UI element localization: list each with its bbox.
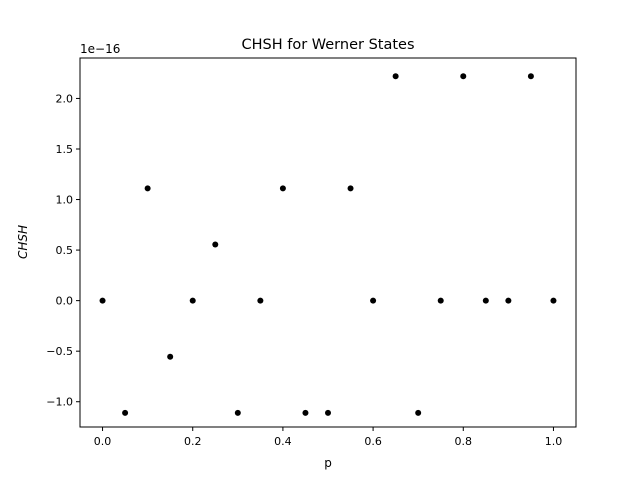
data-point [99, 297, 106, 304]
y-tick-label: 0.0 [56, 295, 74, 308]
data-point [325, 409, 331, 416]
data-point [527, 73, 534, 80]
data-point [392, 73, 399, 80]
data-point [482, 297, 489, 304]
x-tick-label: 0.0 [94, 435, 112, 448]
data-point [189, 297, 196, 304]
y-tick-label: −1.0 [46, 396, 73, 409]
y-tick-label: −0.5 [46, 345, 73, 358]
x-tick-label: 1.0 [545, 435, 563, 448]
data-point [234, 409, 241, 416]
data-point [212, 241, 219, 248]
y-offset-label: 1e−16 [80, 42, 120, 56]
x-tick-label: 0.2 [184, 435, 202, 448]
y-tick-label: 1.5 [56, 143, 74, 156]
x-tick-label: 0.8 [455, 435, 473, 448]
data-point [257, 297, 264, 304]
y-tick-label: 0.5 [56, 244, 74, 257]
data-point [279, 185, 286, 192]
data-point [167, 353, 174, 360]
data-point [370, 297, 377, 304]
data-point [144, 185, 151, 192]
data-point [550, 297, 557, 304]
plot-frame [79, 57, 577, 428]
data-point [415, 409, 422, 416]
data-point [347, 185, 354, 192]
data-point [505, 297, 512, 304]
x-tick-label: 0.6 [364, 435, 382, 448]
y-tick-label: 2.0 [56, 92, 74, 105]
data-point [302, 409, 309, 416]
y-axis-label: CHSH [16, 225, 30, 259]
data-point [437, 297, 444, 304]
x-axis-label: p [324, 456, 332, 470]
chart-title: CHSH for Werner States [241, 37, 414, 53]
y-tick-label: 1.0 [56, 194, 74, 207]
x-tick-label: 0.4 [274, 435, 292, 448]
data-point [460, 73, 467, 80]
data-point [122, 409, 129, 416]
